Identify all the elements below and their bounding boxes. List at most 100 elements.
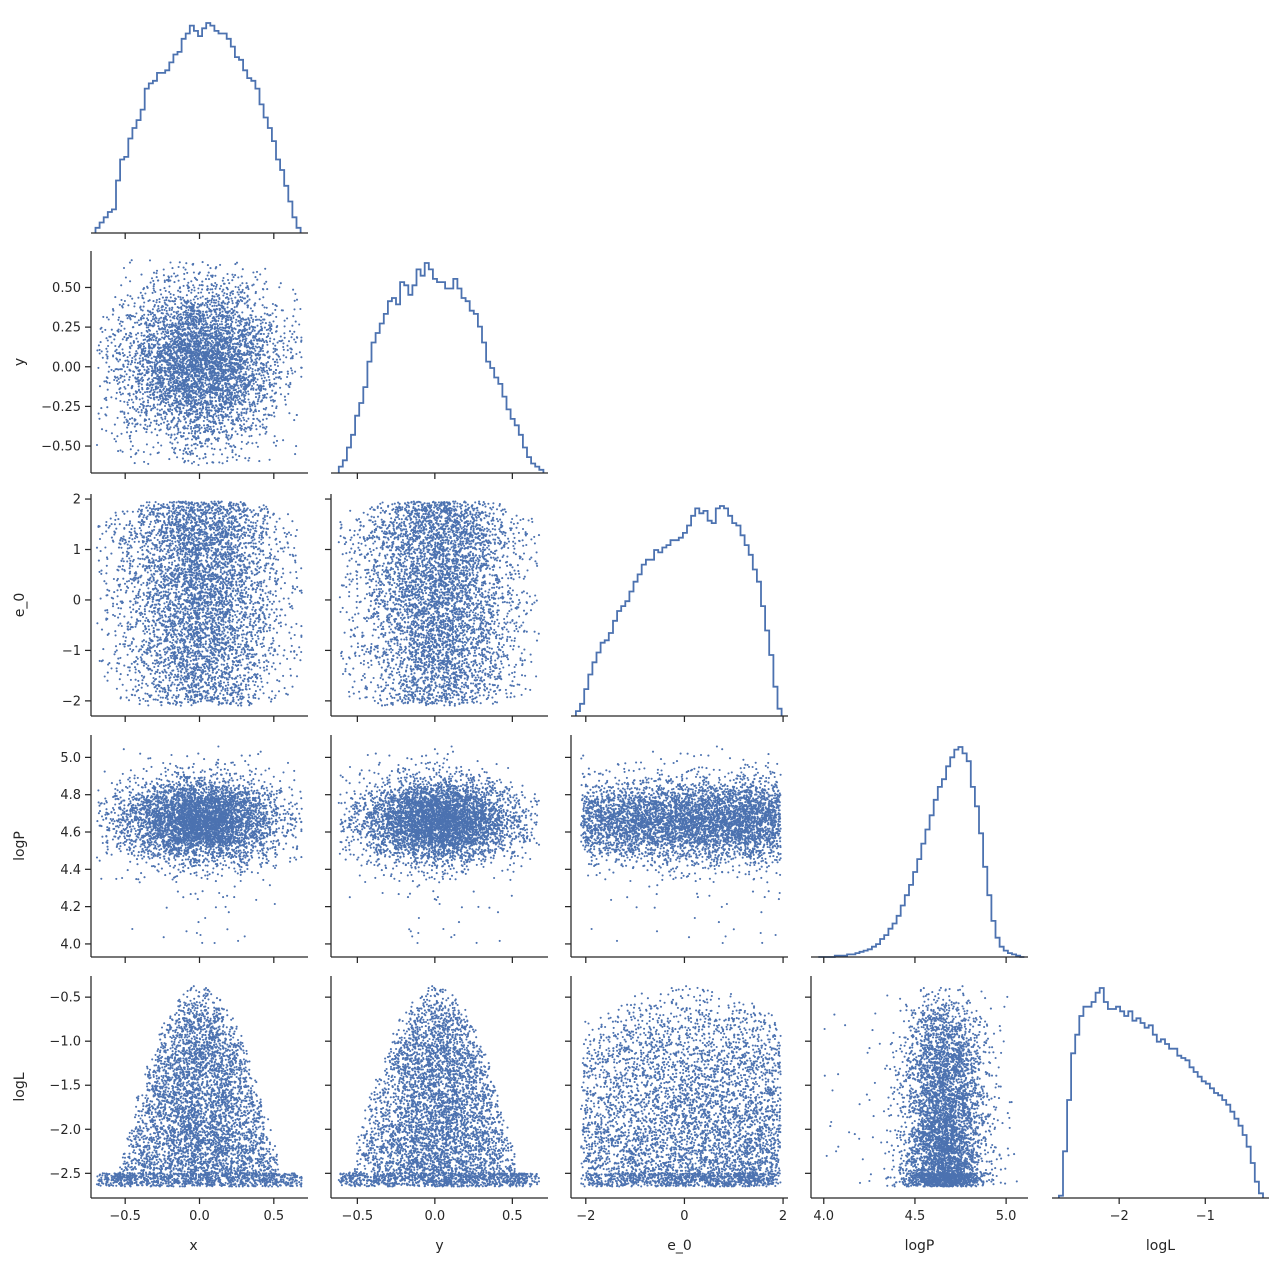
point bbox=[243, 330, 245, 332]
point bbox=[224, 365, 226, 367]
point bbox=[149, 310, 151, 312]
point bbox=[129, 346, 131, 348]
point bbox=[240, 356, 242, 358]
point bbox=[216, 375, 218, 377]
point bbox=[242, 408, 244, 410]
point bbox=[169, 300, 171, 302]
point bbox=[232, 456, 234, 458]
point bbox=[244, 345, 246, 347]
point bbox=[158, 399, 160, 401]
point bbox=[157, 322, 159, 324]
point bbox=[226, 316, 228, 318]
point bbox=[135, 452, 137, 454]
point bbox=[191, 444, 193, 446]
point bbox=[196, 321, 198, 323]
point bbox=[227, 330, 229, 332]
point bbox=[239, 379, 241, 381]
point bbox=[211, 320, 213, 322]
point bbox=[221, 422, 223, 424]
point bbox=[217, 325, 219, 327]
point bbox=[176, 398, 178, 400]
point bbox=[262, 321, 264, 323]
point bbox=[230, 436, 232, 438]
point bbox=[185, 350, 187, 352]
point bbox=[230, 393, 232, 395]
point bbox=[222, 462, 224, 464]
point bbox=[232, 335, 234, 337]
point bbox=[253, 339, 255, 341]
point bbox=[154, 415, 156, 417]
point bbox=[194, 337, 196, 339]
point bbox=[174, 367, 176, 369]
point bbox=[237, 286, 239, 288]
point bbox=[252, 402, 254, 404]
point bbox=[165, 335, 167, 337]
point bbox=[168, 371, 170, 373]
point bbox=[183, 299, 185, 301]
point bbox=[248, 350, 250, 352]
point bbox=[180, 298, 182, 300]
point bbox=[274, 350, 276, 352]
point bbox=[128, 393, 130, 395]
point bbox=[138, 385, 140, 387]
point bbox=[227, 419, 229, 421]
point bbox=[133, 393, 135, 395]
point bbox=[107, 389, 109, 391]
point bbox=[258, 410, 260, 412]
point bbox=[240, 420, 242, 422]
point bbox=[221, 376, 223, 378]
point bbox=[169, 368, 171, 370]
point bbox=[195, 278, 197, 280]
point bbox=[192, 284, 194, 286]
point bbox=[137, 297, 139, 299]
point bbox=[154, 428, 156, 430]
point bbox=[175, 275, 177, 277]
point bbox=[155, 317, 157, 319]
point bbox=[114, 424, 116, 426]
point bbox=[123, 386, 125, 388]
point bbox=[223, 283, 225, 285]
point bbox=[176, 411, 178, 413]
point bbox=[264, 268, 266, 270]
point bbox=[192, 377, 194, 379]
point bbox=[211, 430, 213, 432]
point bbox=[189, 420, 191, 422]
point bbox=[269, 322, 271, 324]
point bbox=[154, 407, 156, 409]
point bbox=[124, 360, 126, 362]
point bbox=[209, 288, 211, 290]
point bbox=[272, 343, 274, 345]
point bbox=[164, 360, 166, 362]
point bbox=[191, 387, 193, 389]
point bbox=[238, 294, 240, 296]
point bbox=[179, 261, 181, 263]
point bbox=[224, 352, 226, 354]
point bbox=[160, 354, 162, 356]
point bbox=[185, 322, 187, 324]
point bbox=[235, 379, 237, 381]
point bbox=[233, 374, 235, 376]
point bbox=[134, 426, 136, 428]
point bbox=[197, 292, 199, 294]
point bbox=[153, 335, 155, 337]
point bbox=[243, 400, 245, 402]
point bbox=[147, 463, 149, 465]
point bbox=[190, 280, 192, 282]
point bbox=[223, 364, 225, 366]
point bbox=[150, 409, 152, 411]
point bbox=[127, 424, 129, 426]
point bbox=[129, 351, 131, 353]
point bbox=[196, 357, 198, 359]
point bbox=[197, 327, 199, 329]
point bbox=[235, 328, 237, 330]
point bbox=[228, 416, 230, 418]
point bbox=[231, 392, 233, 394]
point bbox=[132, 401, 134, 403]
point bbox=[206, 354, 208, 356]
point bbox=[265, 364, 267, 366]
point bbox=[243, 429, 245, 431]
point bbox=[157, 346, 159, 348]
point bbox=[232, 338, 234, 340]
point bbox=[262, 394, 264, 396]
point bbox=[181, 335, 183, 337]
